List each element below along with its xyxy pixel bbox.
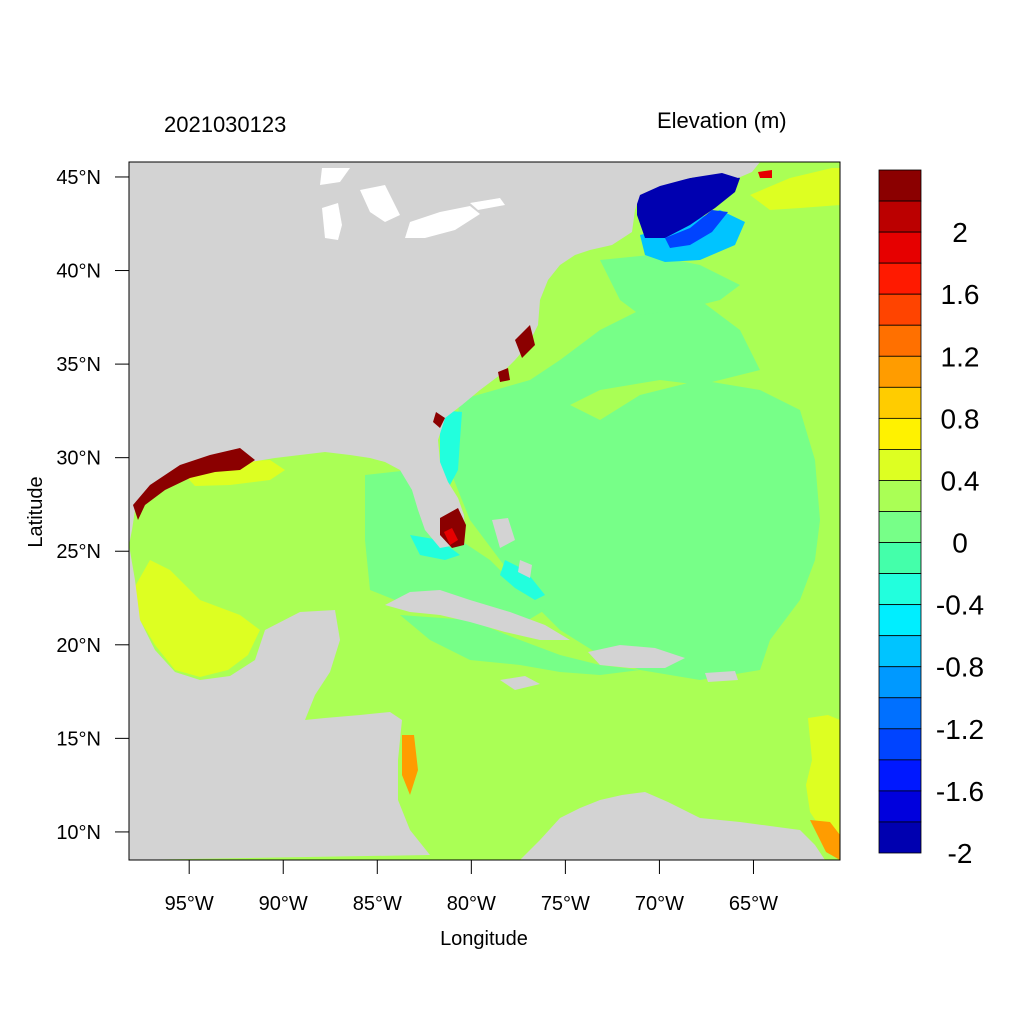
- honduras-coast-orange: [402, 735, 418, 795]
- nw-atlantic-red-patch: [758, 170, 772, 178]
- colorbar-label: 0.8: [941, 403, 980, 434]
- colorbar-swatch: [878, 417, 922, 450]
- colorbar-label: -1.2: [936, 714, 984, 745]
- colorbar-swatch: [878, 666, 922, 699]
- colorbar-swatch: [878, 790, 922, 823]
- mid-atlantic-neg-region: [600, 255, 740, 315]
- western-gulf-pos-region: [133, 560, 260, 677]
- gulf-east-neg-region: [365, 470, 545, 625]
- x-axis: 95°W 90°W 85°W 80°W 75°W 70°W 65°W: [165, 860, 778, 915]
- colorbar-swatch: [878, 604, 922, 637]
- colorbar-swatch: [878, 821, 922, 854]
- colorbar-swatch: [878, 511, 922, 543]
- caribbean-neg-region: [400, 615, 640, 675]
- bahamas-land: [492, 518, 532, 578]
- coastal-surge-dark: [133, 325, 535, 548]
- venezuela-coast-orange: [810, 820, 840, 860]
- y-tick-label: 20°N: [56, 635, 101, 657]
- colorbar-swatch: [878, 200, 922, 233]
- colorbar-label: -0.4: [936, 590, 984, 621]
- north-america-land: [129, 162, 760, 548]
- x-axis-label: Longitude: [440, 928, 528, 950]
- colorbar-label: 0.4: [941, 465, 980, 496]
- x-tick-label: 70°W: [635, 893, 684, 915]
- colorbar-swatch: [878, 231, 922, 264]
- y-tick-label: 15°N: [56, 728, 101, 750]
- colorbar-swatch: [878, 169, 922, 202]
- hispaniola-land: [588, 645, 685, 668]
- x-tick-label: 90°W: [259, 893, 308, 915]
- puerto-rico-land: [705, 671, 738, 682]
- gulf-of-maine-dark: [637, 172, 740, 238]
- colorbar: 2 1.6 1.2 0.8 0.4 0 -0.4 -0.8 -1.2 -1.6 -2: [878, 169, 984, 869]
- x-tick-label: 85°W: [353, 893, 402, 915]
- atlantic-neg-region: [450, 300, 820, 680]
- plot-frame: [128, 161, 841, 861]
- florida-east-cyan: [440, 410, 462, 485]
- colorbar-swatch: [878, 728, 922, 761]
- colorbar-swatch: [878, 324, 922, 357]
- colorbar-swatch: [878, 386, 922, 419]
- y-axis-label: Latitude: [25, 476, 47, 547]
- colorbar-swatch: [878, 293, 922, 326]
- colorbar-swatch: [878, 759, 922, 792]
- east-caribbean-pos-region: [806, 715, 840, 840]
- bahamas-cyan: [500, 560, 545, 600]
- y-tick-label: 10°N: [56, 822, 101, 844]
- florida-strait-cyan: [410, 535, 460, 560]
- colorbar-label: -0.8: [936, 652, 984, 683]
- colorbar-label: 1.2: [941, 341, 980, 372]
- mexico-land: [129, 545, 430, 860]
- x-tick-label: 80°W: [447, 893, 496, 915]
- map-area: [129, 162, 840, 860]
- colorbar-swatch: [878, 573, 922, 606]
- colorbar-label: -1.6: [936, 776, 984, 807]
- colorbar-swatch: [878, 449, 922, 481]
- nw-atlantic-pos-region: [750, 168, 840, 210]
- y-tick-label: 35°N: [56, 354, 101, 376]
- great-lakes: [320, 168, 505, 240]
- y-tick-label: 30°N: [56, 448, 101, 470]
- y-axis: 45°N 40°N 35°N 30°N 25°N 20°N 15°N 10°N: [56, 167, 129, 844]
- colorbar-swatch: [878, 635, 922, 668]
- colorbar-swatch: [878, 262, 922, 295]
- y-tick-label: 25°N: [56, 541, 101, 563]
- colorbar-label: 0: [952, 528, 968, 559]
- x-tick-label: 65°W: [729, 893, 778, 915]
- cuba-land: [385, 590, 570, 640]
- x-tick-label: 75°W: [541, 893, 590, 915]
- colorbar-label: -2: [948, 838, 973, 869]
- colorbar-swatch: [878, 542, 922, 574]
- jamaica-land: [500, 676, 540, 690]
- colorbar-swatch: [878, 355, 922, 388]
- florida-red: [444, 528, 458, 545]
- y-tick-label: 40°N: [56, 261, 101, 283]
- y-tick-label: 45°N: [56, 167, 101, 189]
- x-tick-label: 95°W: [165, 893, 214, 915]
- variable-title: Elevation (m): [657, 108, 787, 133]
- colorbar-swatch: [878, 697, 922, 730]
- south-america-land: [520, 792, 825, 860]
- colorbar-label: 1.6: [941, 279, 980, 310]
- colorbar-label: 2: [952, 217, 968, 248]
- timestamp-label: 2021030123: [164, 112, 287, 137]
- colorbar-swatch: [878, 480, 922, 512]
- gulf-of-maine-blue: [665, 210, 728, 248]
